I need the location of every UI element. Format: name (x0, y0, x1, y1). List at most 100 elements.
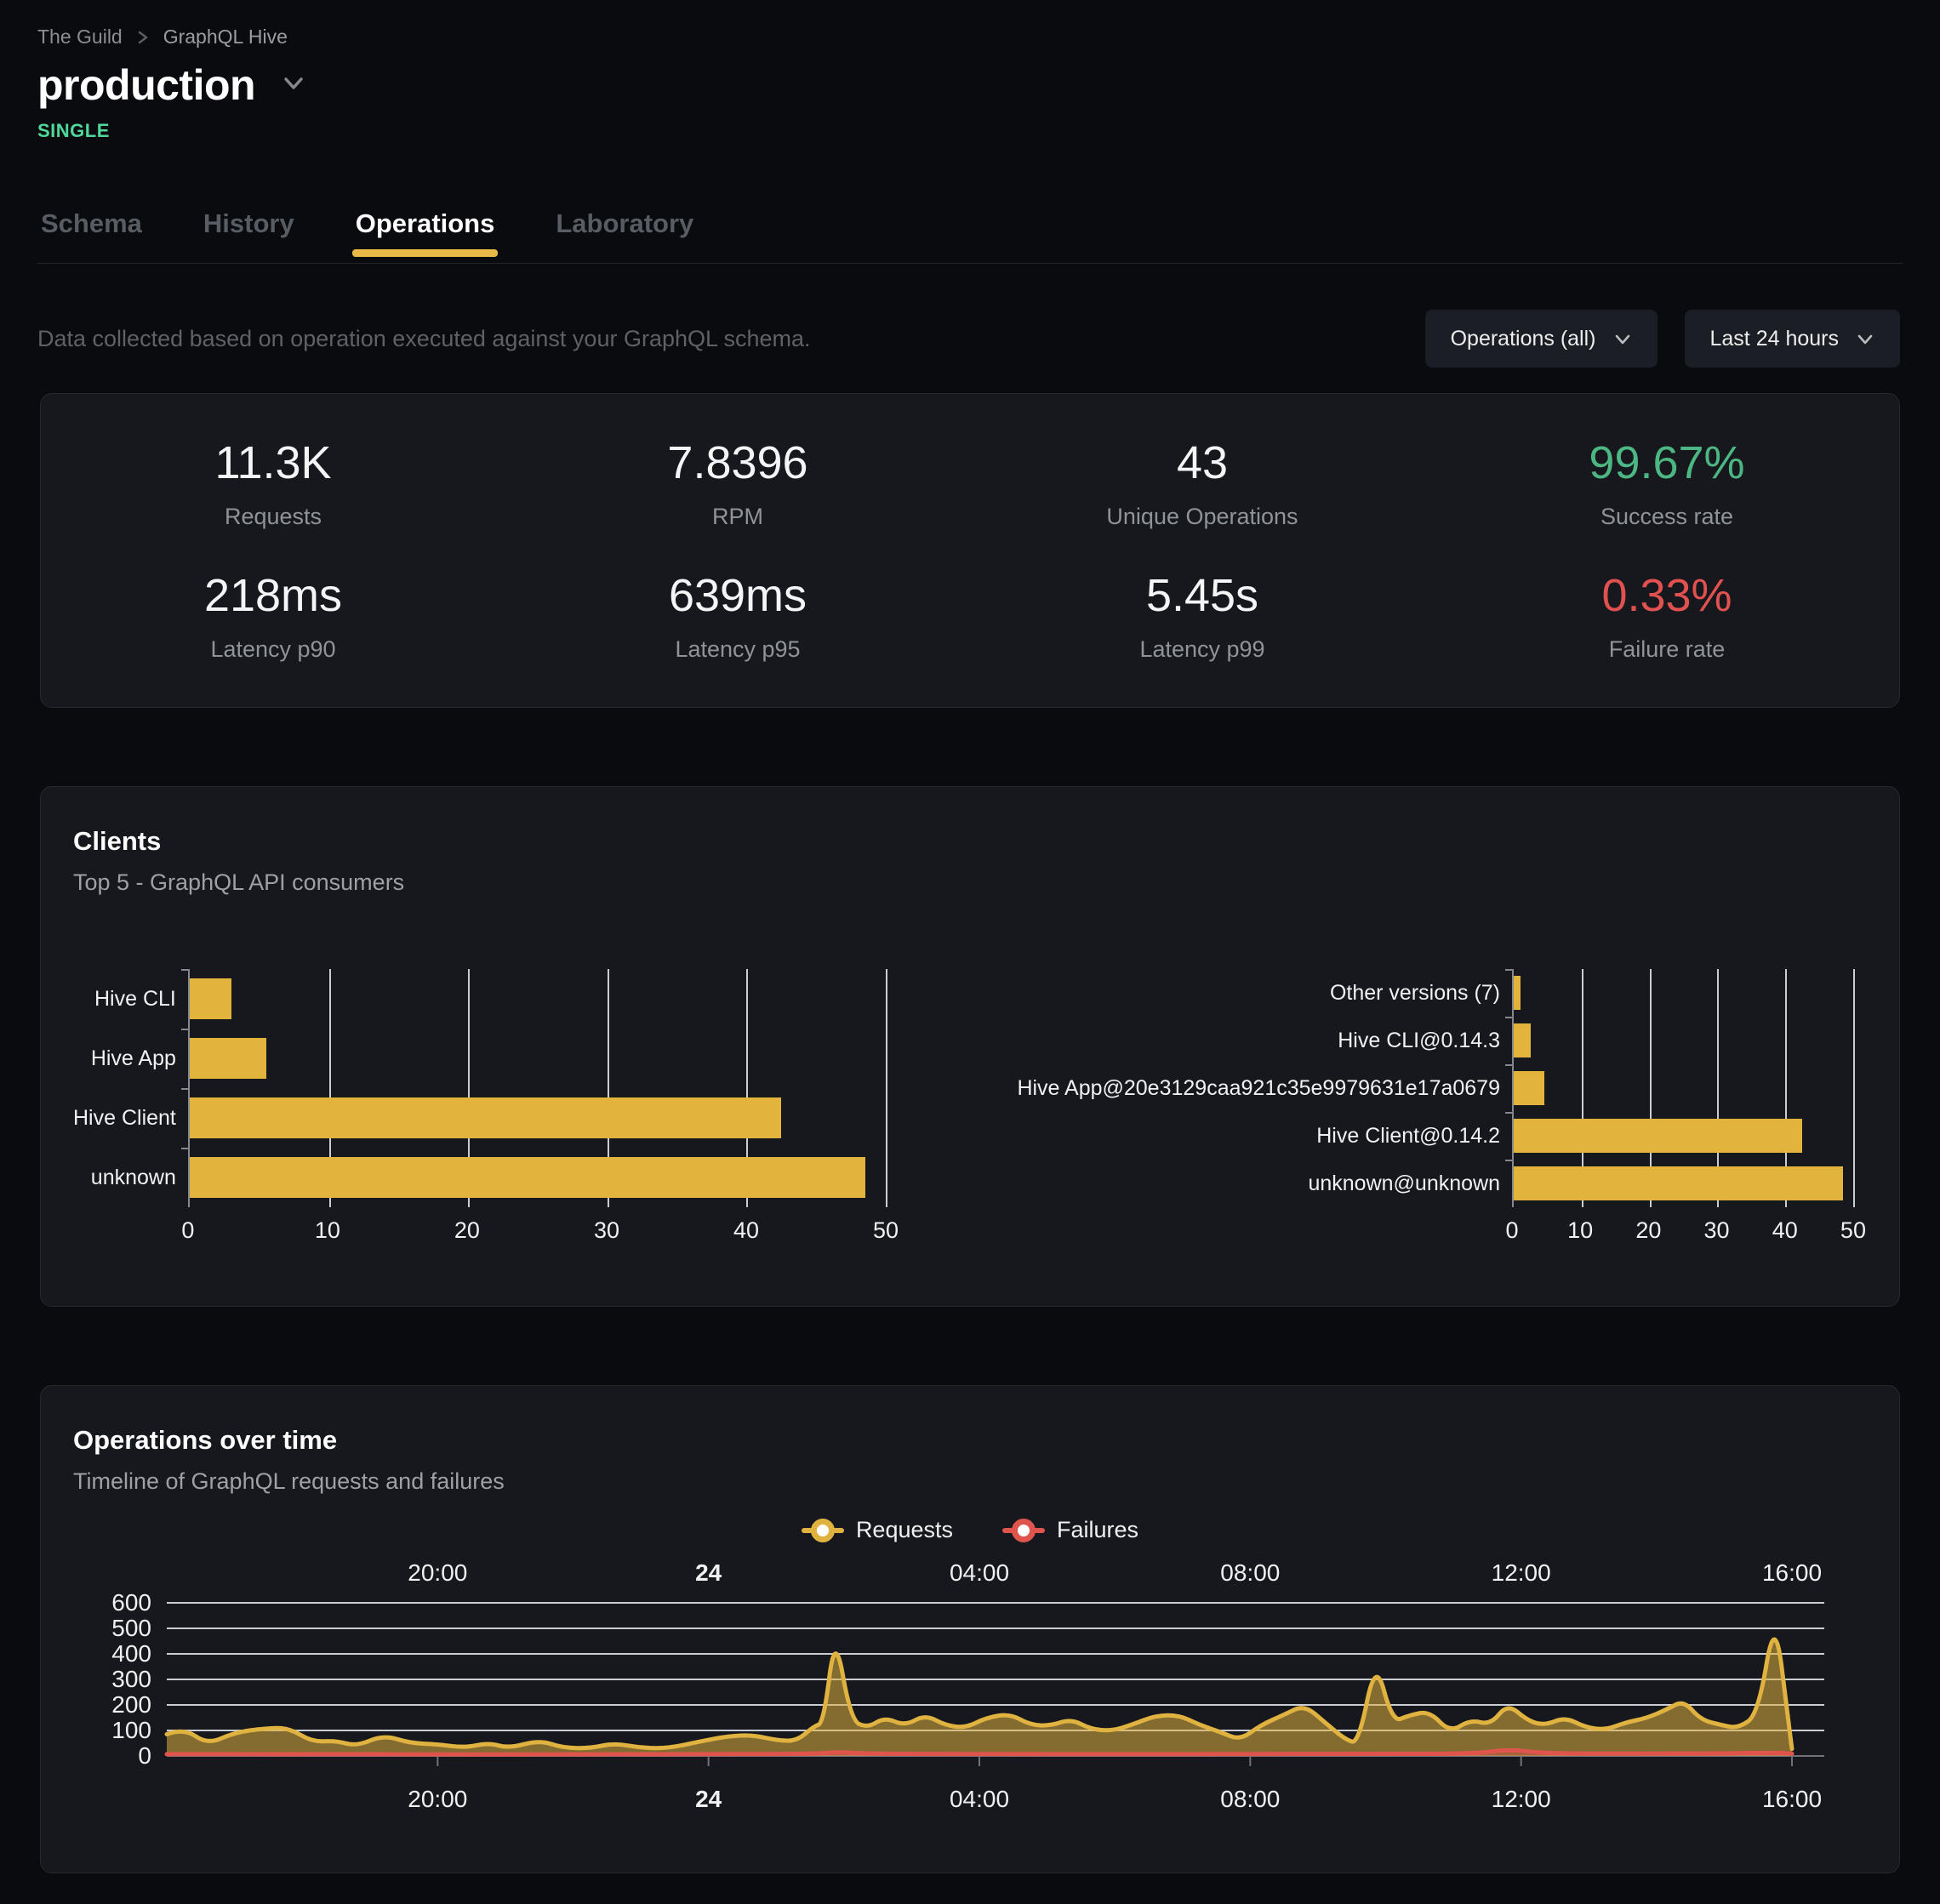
stat-label: Latency p99 (1139, 636, 1265, 662)
operations-filter-select[interactable]: Operations (all) (1424, 310, 1658, 368)
bar-category-label: Hive CLI@0.14.3 (1338, 1028, 1500, 1052)
gridline (746, 969, 749, 1207)
bar-row (1505, 1064, 1867, 1112)
tab-history[interactable]: History (203, 208, 294, 238)
axis-tick (180, 1148, 188, 1149)
x-tick-label: 20 (1635, 1217, 1662, 1243)
bar-category-label: Hive CLI (94, 986, 176, 1011)
legend-item-requests[interactable]: Requests (801, 1517, 954, 1543)
breadcrumb-chevron-right-icon (136, 27, 150, 48)
clients-charts: Hive CLI Hive App Hive Client unknown 0 10 20… (73, 969, 1867, 1257)
stat-label: Requests (224, 504, 322, 529)
bar-category-label: unknown@unknown (1308, 1171, 1500, 1195)
stats-panel: 11.3K Requests 7.8396 RPM 43 Unique Oper… (40, 393, 1900, 708)
bar-row (180, 1029, 914, 1088)
stat-failure-rate: 0.33% Failure rate (1435, 569, 1899, 663)
axis-tick (1505, 1112, 1512, 1114)
axis-tick (180, 969, 188, 971)
bar-category-label: Hive Client@0.14.2 (1316, 1123, 1500, 1148)
bar-category-label: Other versions (7) (1329, 980, 1500, 1005)
tab-operations[interactable]: Operations (351, 208, 499, 263)
chevron-down-icon (279, 73, 308, 98)
x-tick-label-top: 16:00 (1762, 1559, 1822, 1586)
x-tick-label-bottom: 20:00 (408, 1786, 467, 1812)
page-header: The Guild GraphQL Hive production SINGLE… (0, 0, 1940, 264)
x-tick-label-bottom: 04:00 (950, 1786, 1009, 1812)
collection-description: Data collected based on operation execut… (37, 325, 811, 351)
period-filter-value: Last 24 hours (1709, 326, 1840, 351)
stat-value: 218ms (203, 570, 343, 621)
gridline (328, 969, 331, 1207)
stat-value: 0.33% (1601, 570, 1732, 621)
gridline (1649, 969, 1652, 1207)
clients-by-version-chart: Other versions (7) Hive CLI@0.14.3 Hive Ap… (1017, 969, 1867, 1257)
bar (189, 1157, 865, 1198)
legend-label: Failures (1057, 1517, 1139, 1542)
operations-title: Operations over time (73, 1425, 338, 1455)
breadcrumb-org-link[interactable]: The Guild (37, 26, 123, 48)
bar-chart-plot (180, 969, 914, 1207)
x-tick-label: 0 (1505, 1217, 1519, 1243)
requests-line (164, 1637, 1794, 1752)
legend-item-failures[interactable]: Failures (1002, 1517, 1138, 1543)
tab-laboratory[interactable]: Laboratory (556, 208, 694, 238)
x-tick-label-top: 08:00 (1220, 1559, 1280, 1586)
bar (1514, 1119, 1803, 1153)
bar (1514, 1166, 1844, 1200)
gridline (1581, 969, 1583, 1207)
breadcrumb-project-link[interactable]: GraphQL Hive (163, 26, 288, 48)
bar (1514, 976, 1521, 1010)
y-tick-label: 300 (111, 1666, 151, 1692)
period-filter-select[interactable]: Last 24 hours (1684, 310, 1900, 368)
clients-subtitle: Top 5 - GraphQL API consumers (73, 869, 405, 895)
bar-chart-labels: Other versions (7) Hive CLI@0.14.3 Hive Ap… (1017, 969, 1512, 1257)
stat-label: Failure rate (1608, 636, 1726, 662)
tab-schema[interactable]: Schema (41, 208, 142, 238)
x-tick-label: 40 (733, 1217, 760, 1243)
bar-row (1505, 1017, 1867, 1064)
filters: Operations (all) Last 24 hours (1424, 310, 1900, 368)
target-selector[interactable]: production (37, 60, 1903, 110)
axis-tick (1505, 969, 1512, 971)
operations-toolbar: Data collected based on operation execut… (37, 310, 1900, 368)
bar-row (1505, 1112, 1867, 1160)
y-tick-label: 100 (111, 1717, 151, 1743)
operations-subtitle: Timeline of GraphQL requests and failure… (73, 1468, 505, 1494)
x-tick-label: 30 (593, 1217, 620, 1243)
axis-tick (1505, 1064, 1512, 1066)
bar (189, 978, 231, 1019)
gridline (886, 969, 888, 1207)
x-tick-label-top: 20:00 (408, 1559, 467, 1586)
clients-title: Clients (73, 826, 162, 856)
gridline (1717, 969, 1720, 1207)
x-tick-label-top: 04:00 (950, 1559, 1009, 1586)
bar-row (180, 1088, 914, 1148)
target-mode-badge: SINGLE (37, 120, 110, 141)
stat-value: 5.45s (1145, 570, 1259, 621)
requests-series-marker-icon (801, 1518, 844, 1543)
stat-value: 639ms (668, 570, 807, 621)
stat-value: 7.8396 (667, 437, 808, 488)
bar-chart-plot (1505, 969, 1867, 1207)
x-tick-label: 0 (181, 1217, 195, 1243)
bar-category-label: Hive App (90, 1046, 176, 1070)
timeline-legend: Requests Failures (73, 1517, 1867, 1543)
x-tick-label-bottom: 16:00 (1762, 1786, 1822, 1812)
x-tick-label-top: 24 (695, 1559, 722, 1586)
x-tick-label-top: 12:00 (1492, 1559, 1551, 1586)
bar-row (1505, 1160, 1867, 1207)
bar-chart-x-axis: 0 10 20 30 40 50 (1505, 1217, 1867, 1257)
stat-label: Latency p95 (675, 636, 801, 662)
page-title: production (37, 61, 256, 109)
stat-requests: 11.3K Requests (41, 436, 505, 530)
x-tick-label: 50 (1840, 1217, 1866, 1243)
bar (189, 1097, 782, 1138)
stat-unique-operations: 43 Unique Operations (970, 436, 1435, 530)
chevron-down-icon (1615, 334, 1629, 345)
bar-row (180, 1148, 914, 1207)
legend-label: Requests (855, 1517, 954, 1542)
x-tick-label-bottom: 12:00 (1492, 1786, 1551, 1812)
y-tick-label: 200 (111, 1691, 151, 1718)
axis-tick (1505, 1160, 1512, 1161)
